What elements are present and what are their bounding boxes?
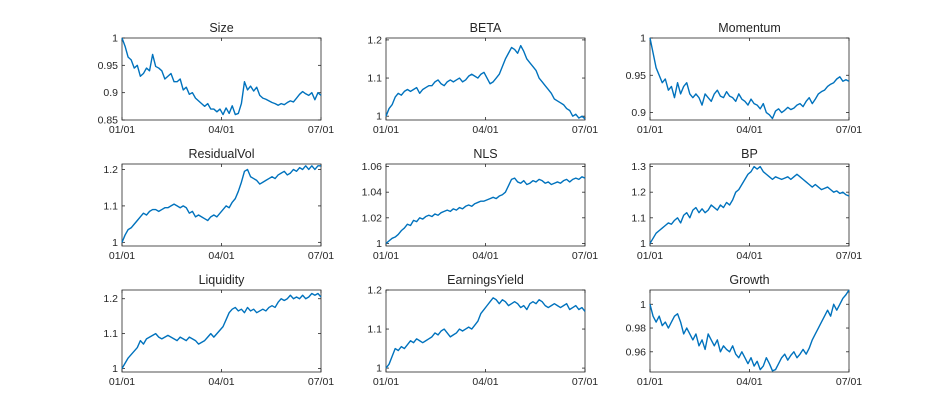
axes-box bbox=[121, 289, 322, 373]
y-tick-label: 1.2 bbox=[103, 293, 118, 305]
y-tick-label: 1 bbox=[112, 237, 118, 249]
panel-title: Momentum bbox=[718, 21, 781, 35]
y-tick-label: 0.96 bbox=[626, 346, 647, 358]
panel-title: NLS bbox=[473, 147, 497, 161]
x-tick-label: 07/01 bbox=[572, 124, 598, 136]
x-tick-label: 04/01 bbox=[736, 250, 762, 262]
panel-earningsyield: EarningsYield 1 1.1 1.2 01/01 04/01 07/01 bbox=[367, 273, 598, 388]
x-tick-label: 07/01 bbox=[572, 376, 598, 388]
y-tick-label: 1 bbox=[376, 111, 382, 123]
y-tick-label: 1.2 bbox=[367, 285, 382, 297]
panel-title: Liquidity bbox=[199, 273, 246, 287]
panel-title: EarningsYield bbox=[447, 273, 524, 287]
x-tick-label: 04/01 bbox=[208, 250, 234, 262]
panel-title: ResidualVol bbox=[188, 147, 254, 161]
y-tick-label: 0.9 bbox=[103, 87, 118, 99]
axes-box bbox=[385, 37, 586, 121]
series-line-earningsyield bbox=[385, 297, 586, 369]
x-tick-label: 04/01 bbox=[208, 376, 234, 388]
x-tick-label: 04/01 bbox=[472, 124, 498, 136]
axes-box bbox=[385, 289, 586, 373]
panel-nls: NLS 1 1.02 1.04 1.06 01/01 04/01 07/01 bbox=[362, 147, 599, 262]
y-tick-label: 0.85 bbox=[98, 115, 119, 127]
x-tick-label: 04/01 bbox=[736, 376, 762, 388]
x-tick-label: 07/01 bbox=[836, 250, 862, 262]
x-tick-label: 07/01 bbox=[308, 250, 334, 262]
y-tick-label: 1 bbox=[112, 33, 118, 45]
axes-box bbox=[121, 37, 322, 121]
y-tick-label: 1.1 bbox=[367, 324, 382, 336]
x-tick-label: 07/01 bbox=[572, 250, 598, 262]
y-tick-label: 1 bbox=[640, 299, 646, 311]
y-tick-label: 1.04 bbox=[362, 187, 383, 199]
y-tick-label: 0.95 bbox=[626, 70, 647, 82]
y-tick-label: 1 bbox=[376, 363, 382, 375]
series-line-size bbox=[121, 37, 322, 116]
panel-size: Size 0.85 0.9 0.95 1 01/01 04/01 07/01 bbox=[98, 21, 335, 136]
y-tick-label: 1.2 bbox=[631, 187, 646, 199]
x-tick-label: 07/01 bbox=[836, 124, 862, 136]
y-tick-label: 1 bbox=[640, 238, 646, 250]
panel-title: Size bbox=[209, 21, 233, 35]
y-tick-label: 1.1 bbox=[367, 73, 382, 85]
y-tick-label: 1.1 bbox=[103, 200, 118, 212]
x-tick-label: 01/01 bbox=[637, 376, 663, 388]
x-tick-label: 01/01 bbox=[109, 124, 135, 136]
x-tick-label: 01/01 bbox=[637, 250, 663, 262]
y-tick-label: 1 bbox=[376, 238, 382, 250]
x-tick-label: 01/01 bbox=[373, 124, 399, 136]
y-tick-label: 1.1 bbox=[103, 328, 118, 340]
x-tick-label: 07/01 bbox=[308, 124, 334, 136]
panel-title: BETA bbox=[470, 21, 502, 35]
x-tick-label: 01/01 bbox=[373, 250, 399, 262]
series-line-growth bbox=[649, 289, 850, 372]
series-line-liquidity bbox=[121, 292, 322, 369]
y-tick-label: 1 bbox=[640, 33, 646, 45]
y-tick-label: 1.02 bbox=[362, 212, 383, 224]
y-tick-label: 1.2 bbox=[103, 164, 118, 176]
y-tick-label: 0.98 bbox=[626, 323, 647, 335]
y-tick-label: 1 bbox=[112, 363, 118, 375]
x-tick-label: 01/01 bbox=[109, 376, 135, 388]
series-line-bp bbox=[649, 165, 850, 244]
x-tick-label: 04/01 bbox=[472, 250, 498, 262]
panel-momentum: Momentum 0.9 0.95 1 01/01 04/01 07/01 bbox=[626, 21, 863, 136]
series-line-beta bbox=[385, 44, 586, 120]
axes-box bbox=[649, 163, 850, 247]
x-tick-label: 04/01 bbox=[472, 376, 498, 388]
x-tick-label: 07/01 bbox=[308, 376, 334, 388]
axes-box bbox=[385, 163, 586, 247]
series-line-momentum bbox=[649, 37, 850, 120]
x-tick-label: 04/01 bbox=[736, 124, 762, 136]
y-tick-label: 1.06 bbox=[362, 161, 383, 173]
series-line-residualvol bbox=[121, 165, 321, 243]
x-tick-label: 01/01 bbox=[373, 376, 399, 388]
axes-box bbox=[121, 163, 322, 247]
panel-title: Growth bbox=[729, 273, 769, 287]
x-tick-label: 01/01 bbox=[109, 250, 135, 262]
y-tick-label: 1.2 bbox=[367, 34, 382, 46]
panel-title: BP bbox=[741, 147, 758, 161]
panel-residualvol: ResidualVol 1 1.1 1.2 01/01 04/01 07/01 bbox=[103, 147, 334, 262]
axes-box bbox=[649, 37, 850, 121]
panel-beta: BETA 1 1.1 1.2 01/01 04/01 07/01 bbox=[367, 21, 598, 136]
y-tick-label: 1.1 bbox=[631, 212, 646, 224]
y-tick-label: 1.3 bbox=[631, 161, 646, 173]
x-tick-label: 04/01 bbox=[208, 124, 234, 136]
panel-bp: BP 1 1.1 1.2 1.3 01/01 04/01 07/01 bbox=[631, 147, 862, 262]
series-line-nls bbox=[385, 176, 586, 244]
x-tick-label: 07/01 bbox=[836, 376, 862, 388]
x-tick-label: 01/01 bbox=[637, 124, 663, 136]
panel-liquidity: Liquidity 1 1.1 1.2 01/01 04/01 07/01 bbox=[103, 273, 334, 388]
panel-growth: Growth 0.96 0.98 1 01/01 04/01 07/01 bbox=[626, 273, 863, 388]
y-tick-label: 0.95 bbox=[98, 60, 119, 72]
y-tick-label: 0.9 bbox=[631, 107, 646, 119]
